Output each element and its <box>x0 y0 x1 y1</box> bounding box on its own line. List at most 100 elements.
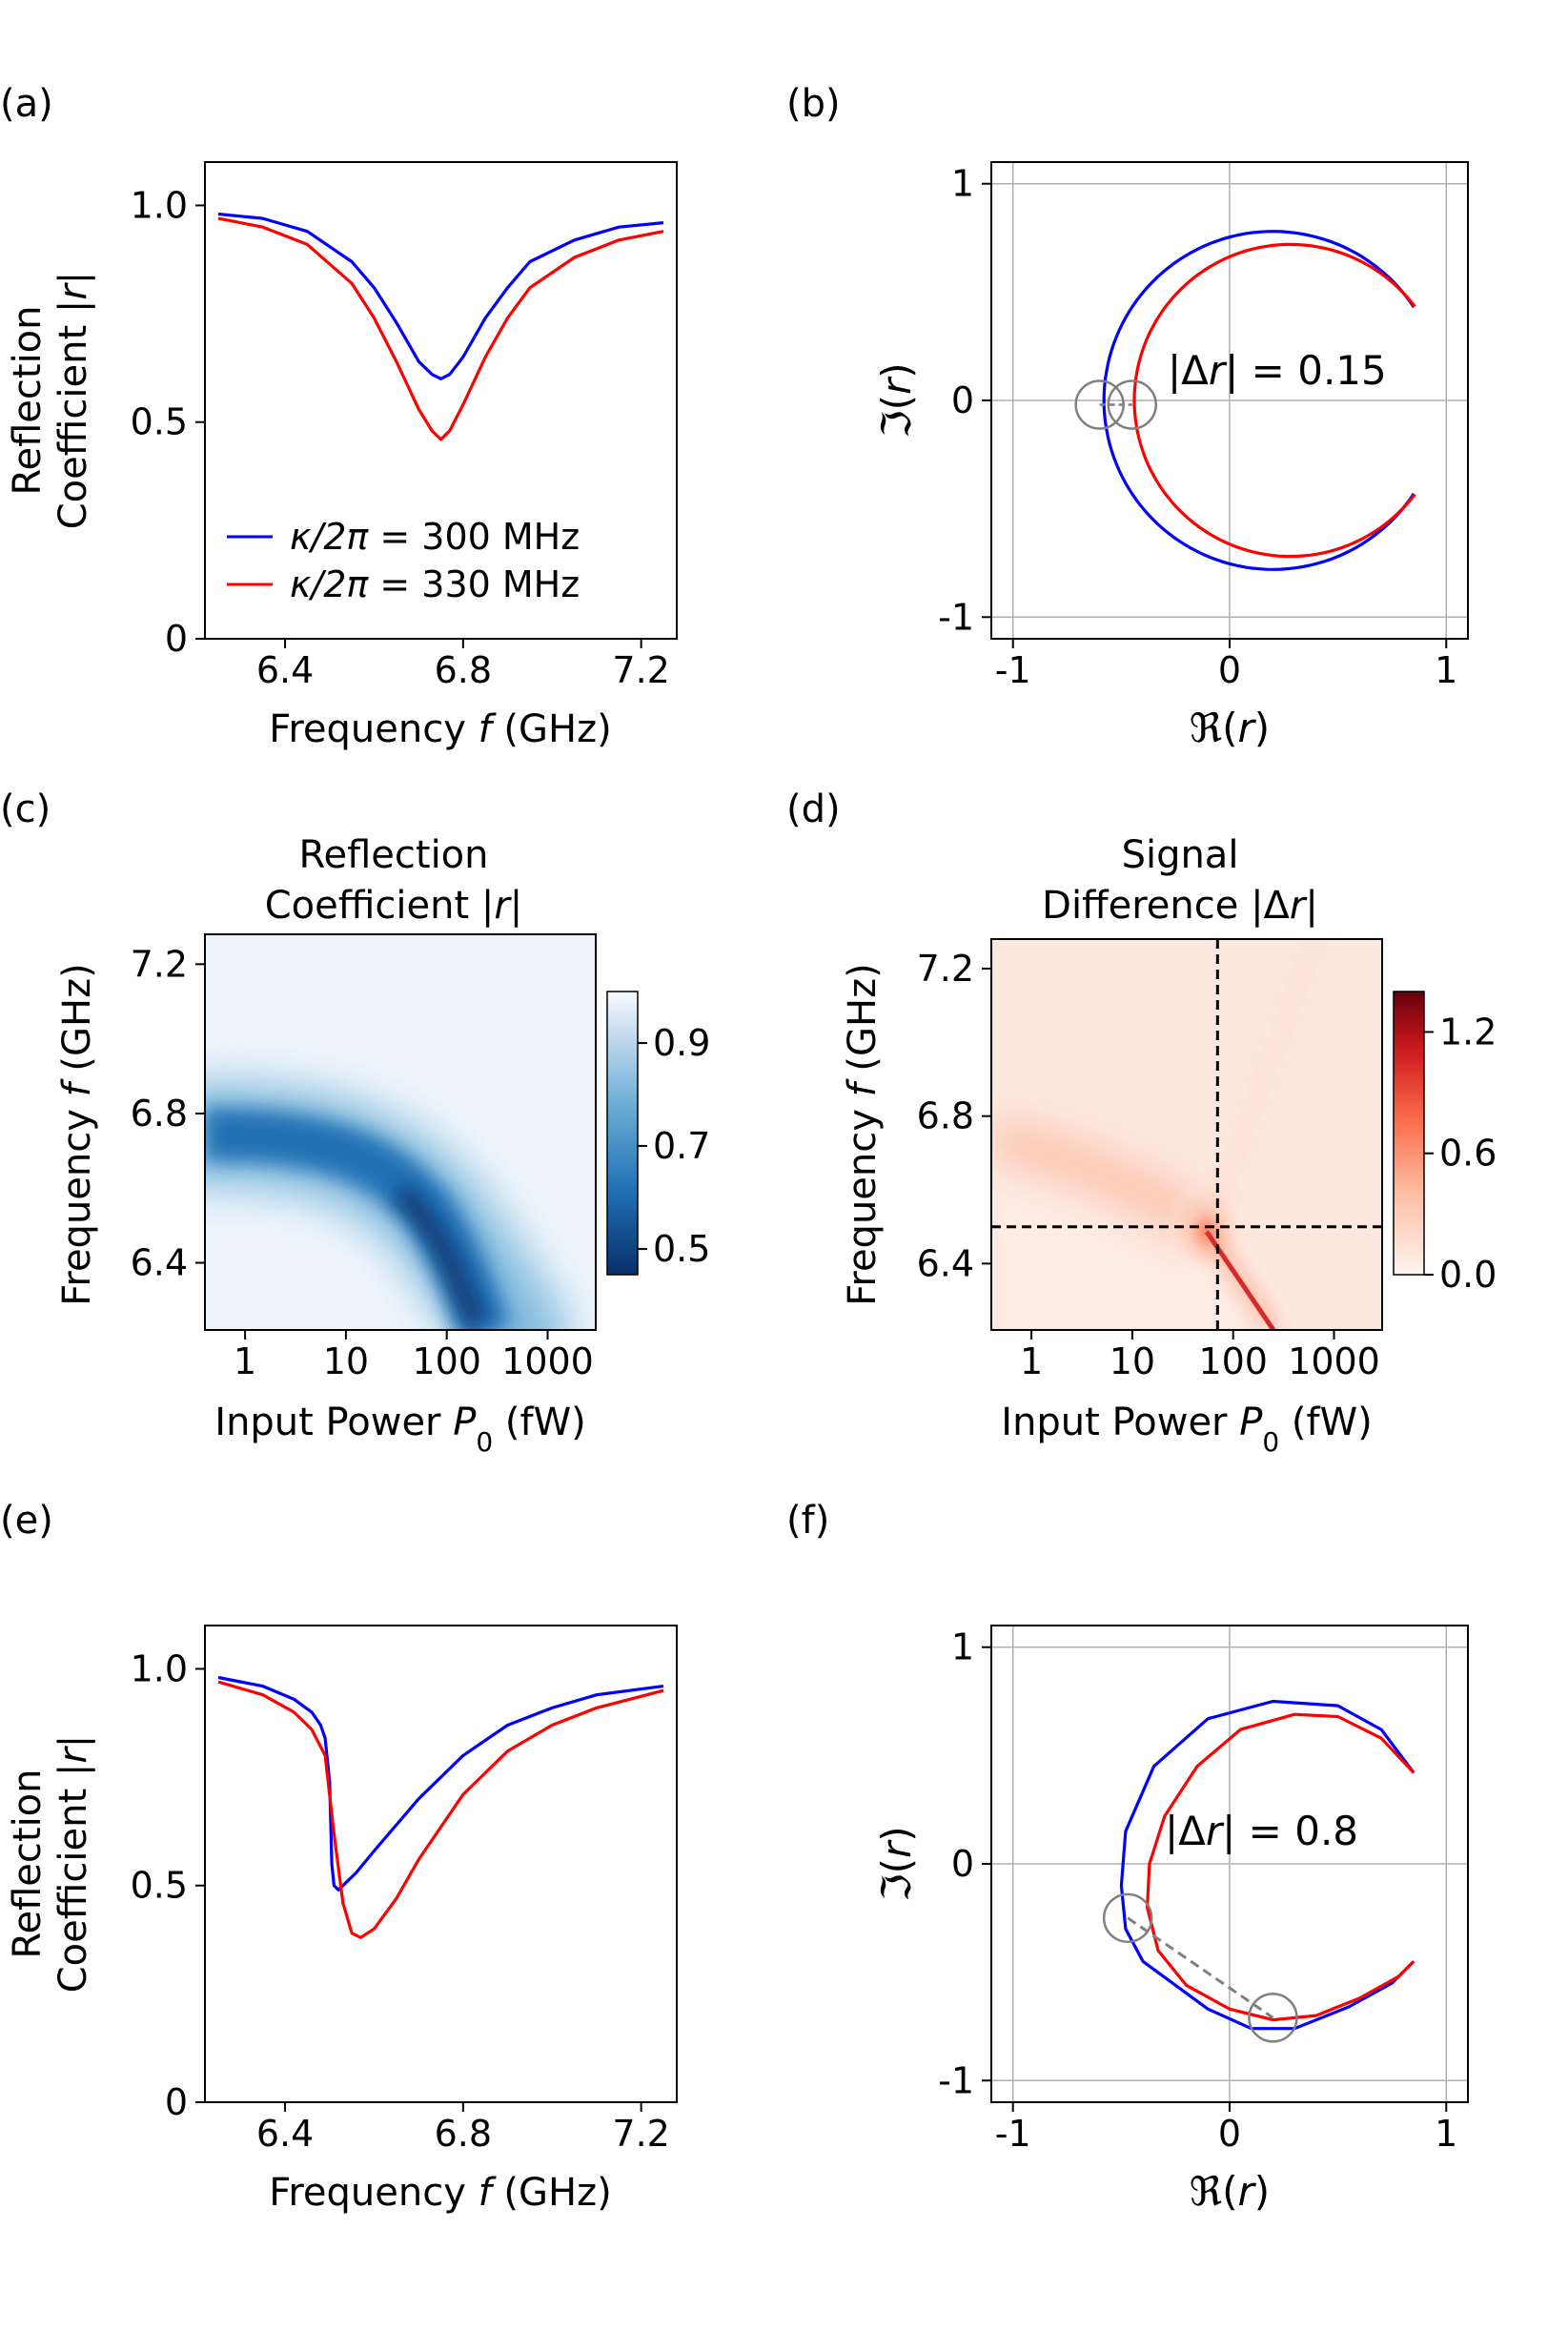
d-xtick-label: 1 <box>1020 1340 1043 1382</box>
c-xtick-label: 1000 <box>501 1340 594 1382</box>
series-line-red <box>217 1680 664 1939</box>
f-ytick-label: 0 <box>951 1843 974 1885</box>
c-colorbar-tick-label: 0.9 <box>653 1022 710 1064</box>
d-ytick-label: 6.4 <box>917 1242 974 1284</box>
panel-b-grid <box>991 162 1468 639</box>
panel-f-ylabel: ℑ(r) <box>873 1826 920 1901</box>
panel-e-xticks: 6.4 6.8 7.2 <box>256 2102 670 2155</box>
f-ytick-label: -1 <box>938 2059 974 2101</box>
series-line-blue <box>217 212 664 380</box>
d-colorbar-tick-label: 0.0 <box>1439 1254 1497 1296</box>
e-ytick-label: 1.0 <box>131 1647 188 1689</box>
heatmap-d-fan <box>991 1144 1268 1330</box>
panel-e: 6.4 6.8 7.2 0 0.5 1.0 Frequency f (GHz) Refl… <box>6 1625 678 2215</box>
panel-a-xticks: 6.4 6.8 7.2 <box>256 639 670 691</box>
panel-c-title-line1: Reflection <box>298 833 488 877</box>
panel-a-frame <box>204 161 678 640</box>
colorbar-d-gradient <box>1393 991 1425 1276</box>
panel-f-yticks: -1 0 1 <box>938 1626 991 2101</box>
e-xtick-label: 6.8 <box>435 2113 492 2155</box>
legend-entry-330: κ/2π = 330 MHz <box>290 563 580 605</box>
series-line-blue <box>217 1675 664 1892</box>
legend-entry-300: κ/2π = 300 MHz <box>290 516 580 558</box>
d-colorbar-tick-label: 1.2 <box>1439 1011 1497 1053</box>
f-xtick-label: -1 <box>995 2113 1031 2155</box>
panel-c-xticks: 1 10 100 1000 <box>234 1330 594 1382</box>
panel-c: Reflection Coefficient |r| 1 10 100 1000 6.… <box>55 833 710 1458</box>
d-ytick-label: 6.8 <box>917 1095 974 1137</box>
c-xtick-label: 100 <box>412 1340 481 1382</box>
panel-c-colorbar: 0.5 0.7 0.9 <box>606 991 710 1276</box>
panel-f-grid <box>991 1626 1468 2102</box>
c-colorbar-tick-label: 0.7 <box>653 1125 710 1167</box>
series-path-blue <box>1119 1699 1415 2031</box>
c-colorbar-tick-label: 0.5 <box>653 1228 710 1270</box>
a-ytick-label: 0.5 <box>131 401 188 443</box>
marker-circle <box>1248 1993 1298 2043</box>
b-xtick-label: 1 <box>1435 649 1457 691</box>
panel-label-f: (f) <box>786 1499 829 1543</box>
panel-a-legend: κ/2π = 300 MHz κ/2π = 330 MHz <box>227 516 580 605</box>
b-xtick-label: 0 <box>1218 649 1241 691</box>
b-ytick-label: 1 <box>951 163 974 205</box>
c-ytick-label: 6.4 <box>131 1242 188 1284</box>
e-xtick-label: 6.4 <box>256 2113 314 2155</box>
panel-c-ylabel: Frequency f (GHz) <box>55 963 99 1305</box>
panel-c-title-line2: Coefficient |r| <box>265 884 523 928</box>
panel-f-plot <box>1102 1699 1415 2043</box>
panel-a-ylabel-line1: Reflection <box>6 305 50 495</box>
panel-e-ylabel-line2: Coefficient |r| <box>51 1735 95 1994</box>
panel-e-plot <box>217 1675 664 1939</box>
a-xtick-label: 6.4 <box>256 649 314 691</box>
panel-label-d: (d) <box>786 787 841 831</box>
panel-f-xticks: -1 0 1 <box>995 2102 1457 2155</box>
a-xtick-label: 6.8 <box>435 649 492 691</box>
panel-e-ylabel-line1: Reflection <box>6 1769 50 1958</box>
series-arc-blue <box>1102 230 1415 571</box>
panel-d-xlabel: Input Power P0 (fW) <box>1001 1401 1372 1458</box>
panel-d-frame <box>990 938 1383 1331</box>
b-xtick-label: -1 <box>995 649 1031 691</box>
panel-b: -1 0 1 -1 0 1 |Δr| = 0.15 ℜ(r) ℑ(r) <box>873 161 1469 751</box>
series-line-red <box>217 216 664 441</box>
d-xtick-label: 1000 <box>1288 1340 1380 1382</box>
panel-b-xlabel: ℜ(r) <box>1190 705 1270 751</box>
panel-label-e: (e) <box>0 1499 53 1543</box>
panel-d-title-line2: Difference |Δr| <box>1042 884 1318 928</box>
panel-c-xlabel: Input Power P0 (fW) <box>214 1401 585 1458</box>
panel-f-xlabel: ℜ(r) <box>1190 2168 1270 2215</box>
e-xtick-label: 7.2 <box>612 2113 669 2155</box>
panel-d-heatmap <box>991 939 1382 1330</box>
panel-b-yticks: -1 0 1 <box>938 163 991 638</box>
panel-e-frame <box>204 1625 678 2103</box>
panel-e-xlabel: Frequency f (GHz) <box>269 2171 611 2215</box>
panel-c-frame <box>204 933 597 1331</box>
panel-c-heatmap <box>205 934 596 1330</box>
d-ytick-label: 7.2 <box>917 948 974 990</box>
panel-d-xticks: 1 10 100 1000 <box>1020 1330 1380 1382</box>
a-ytick-label: 1.0 <box>131 184 188 226</box>
panel-c-yticks: 6.4 6.8 7.2 <box>131 943 205 1284</box>
panel-f: -1 0 1 -1 0 1 |Δr| = 0.8 ℜ(r) ℑ(r) <box>873 1625 1469 2215</box>
a-ytick-label: 0 <box>165 618 188 660</box>
panel-label-c: (c) <box>0 787 51 831</box>
b-ytick-label: -1 <box>938 596 974 638</box>
panel-b-plot <box>1074 230 1416 571</box>
e-ytick-label: 0 <box>165 2081 188 2123</box>
a-xtick-label: 7.2 <box>612 649 669 691</box>
panel-a-yticks: 0 0.5 1.0 <box>131 184 205 660</box>
panel-b-xticks: -1 0 1 <box>995 639 1457 691</box>
d-xtick-label: 100 <box>1198 1340 1268 1382</box>
heatmap-d-upper-wedge <box>1198 939 1324 1234</box>
marker-circle <box>1102 1892 1153 1944</box>
panel-label-a: (a) <box>0 82 53 126</box>
heatmap-c-core <box>393 1184 487 1329</box>
panel-b-ylabel: ℑ(r) <box>873 362 920 438</box>
f-ytick-label: 1 <box>951 1626 974 1668</box>
panel-e-yticks: 0 0.5 1.0 <box>131 1647 205 2123</box>
panel-d-title-line1: Signal <box>1122 833 1239 877</box>
panel-a: 6.4 6.8 7.2 0 0.5 1.0 Frequency f (GHz) Refl… <box>6 161 678 751</box>
panel-f-annotation: |Δr| = 0.8 <box>1165 1808 1358 1854</box>
series-arc-red <box>1132 242 1416 559</box>
panel-a-plot <box>217 212 664 441</box>
